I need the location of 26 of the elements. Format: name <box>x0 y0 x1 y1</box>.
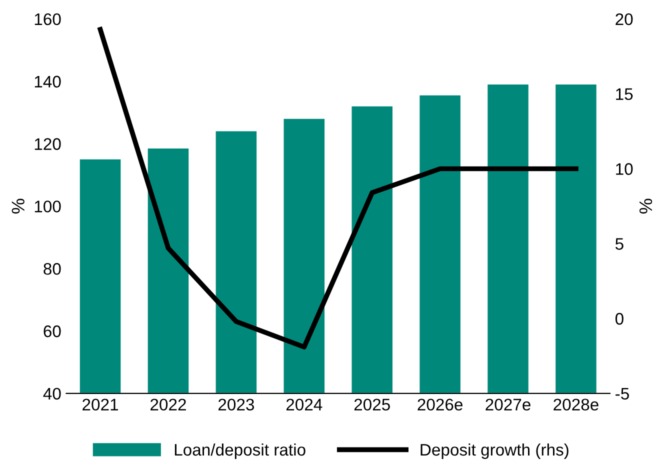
y2-tick-label: -5 <box>616 388 629 400</box>
legend-label: Deposit growth (rhs) <box>420 443 568 459</box>
y2-tick-label: 10 <box>616 163 633 175</box>
legend-label: Loan/deposit ratio <box>174 443 306 459</box>
y-tick-label: 140 <box>34 76 61 88</box>
x-tick-label: 2028e <box>554 398 598 411</box>
x-tick-label: 2023 <box>218 398 254 411</box>
x-tick-label: 2021 <box>82 398 118 411</box>
y-tick-label: 80 <box>44 263 61 275</box>
y-tick-label: 60 <box>44 325 61 338</box>
y-tick-label: 40 <box>43 388 61 400</box>
y2-tick-label: 15 <box>616 88 633 100</box>
y2-axis-title: % <box>639 198 652 214</box>
x-tick-label: 2025 <box>354 398 390 411</box>
x-tick-label: 2027e <box>486 398 530 411</box>
y2-tick-label: 20 <box>616 13 633 26</box>
y2-tick-label: 0 <box>615 312 624 325</box>
line-series <box>98 27 578 350</box>
y2-tick-label: 5 <box>615 238 624 250</box>
x-tick-label: 2022 <box>150 398 186 411</box>
y-tick-label: 100 <box>34 200 61 212</box>
x-tick-label: 2026e <box>418 398 462 411</box>
y-tick-label: 120 <box>34 138 61 150</box>
y-axis-title: % <box>12 198 24 214</box>
y-tick-label: 160 <box>34 13 61 26</box>
x-tick-label: 2024 <box>286 398 322 411</box>
